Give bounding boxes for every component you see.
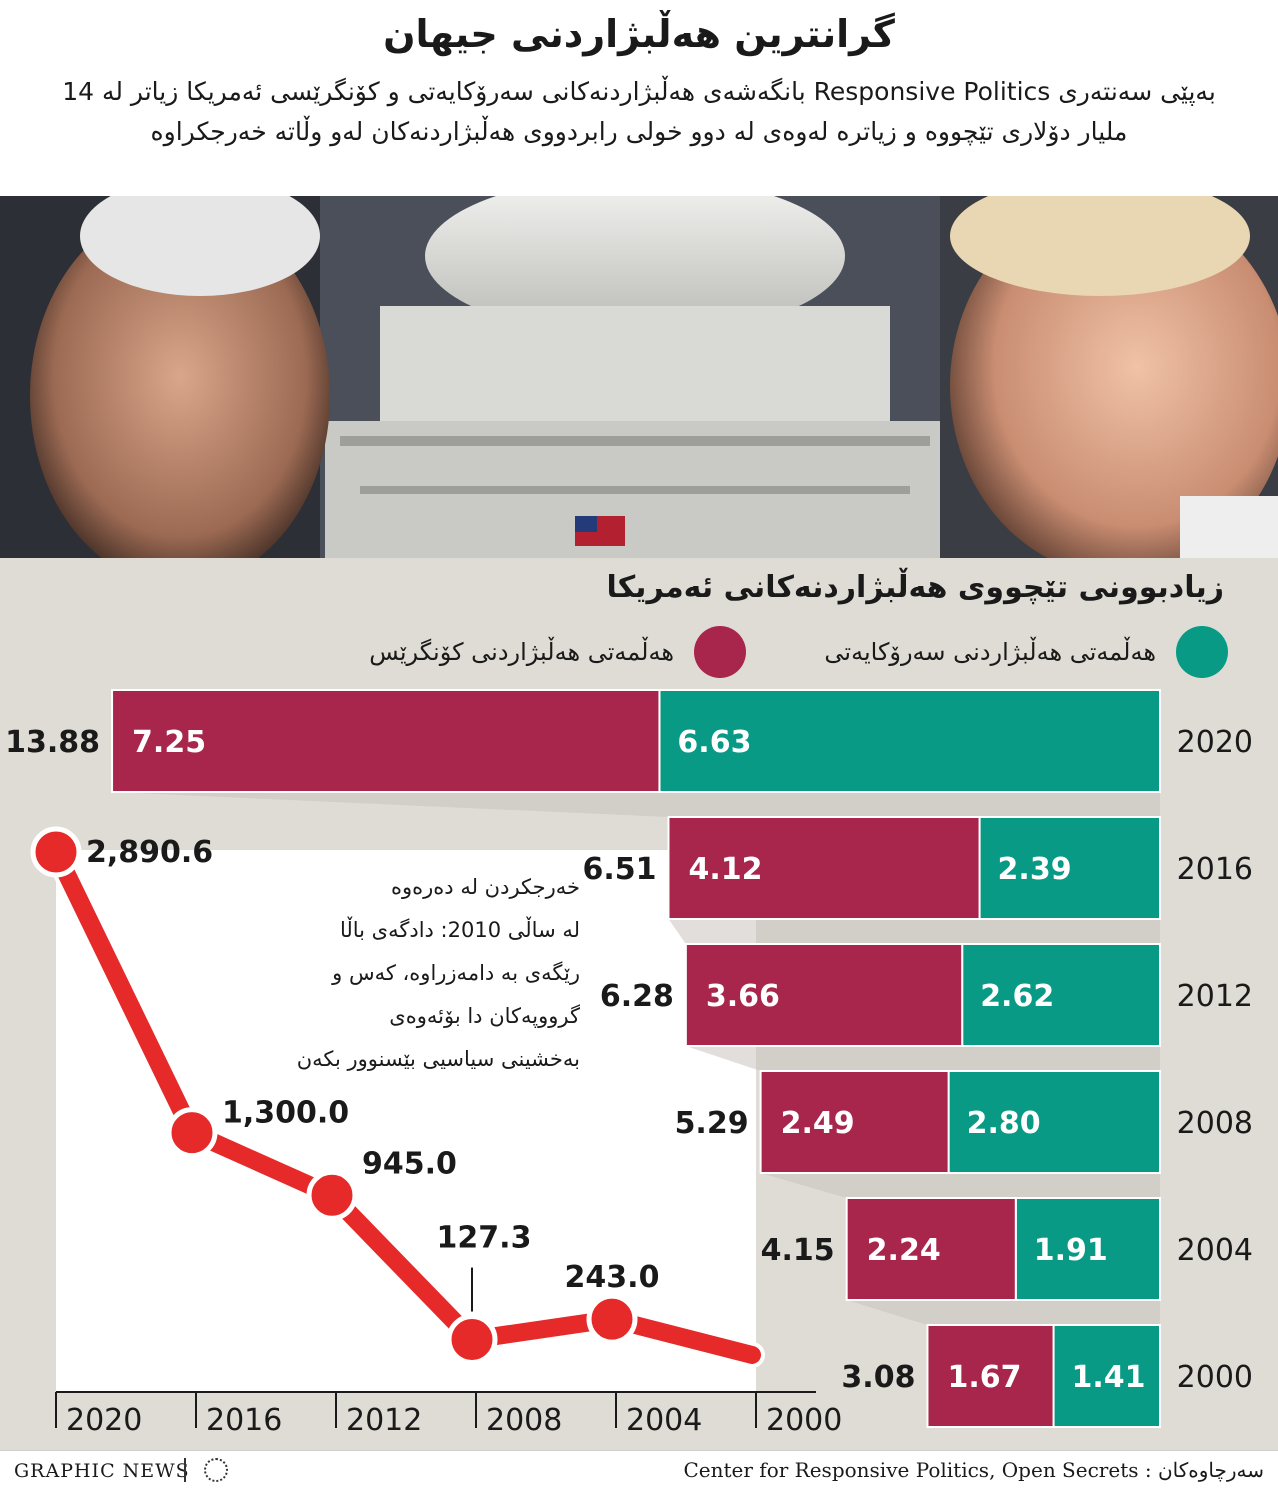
publisher-logo-icon [204,1458,228,1482]
line-x-label-2016: 2016 [206,1403,282,1438]
annotation-line: بەخشینی سیاسیی بێسنوور بکەن [296,1047,580,1071]
annotation-line: لە ساڵی 2010: دادگەی باڵا [339,918,580,942]
legend-congressional-swatch [694,626,746,678]
bar-connector [846,1300,1160,1325]
bar-label-presidential-2008: 2.80 [967,1106,1041,1141]
bar-connector [685,1046,1160,1071]
bar-total-2020: 13.88 [5,725,100,760]
bar-label-congressional-2004: 2.24 [867,1233,941,1268]
left-portrait-image [0,196,330,558]
chart-svg: 6.63 7.25 13.88 2020 2.39 4.12 6.51 2016 2.62 3.6… [5,689,1253,1438]
bar-label-congressional-2000: 1.67 [947,1360,1021,1395]
legend-presidential-swatch [1176,626,1228,678]
bar-label-congressional-2012: 3.66 [706,979,780,1014]
line-point-label-2008: 127.3 [437,1221,532,1256]
bar-label-congressional-2008: 2.49 [781,1106,855,1141]
page-subtitle: بەپێی سەنتەری Responsive Politics بانگەش… [62,77,1216,146]
bar-label-presidential-2020: 6.63 [677,725,751,760]
legend-congressional-label: هەڵمەتی هەڵبژاردنی کۆنگرێس [369,638,674,666]
header [0,0,1278,196]
legend-presidential-label: هەڵمەتی هەڵبژاردنی سەرۆکایەتی [824,638,1156,666]
bar-connector [112,792,1160,817]
bar-presidential-2004 [1014,1197,1161,1301]
hero-photo [0,196,1278,558]
bar-label-presidential-2000: 1.41 [1072,1360,1146,1395]
annotation-line: خەرجکردن لە دەرەوە [391,875,580,899]
line-point-2012 [306,1169,358,1221]
line-point-2016 [166,1107,218,1159]
line-point-label-2004: 243.0 [565,1260,660,1295]
bar-presidential-2020 [658,689,1161,793]
bar-congressional-2020 [111,689,661,793]
bar-category-2008: 2008 [1177,1106,1253,1141]
bar-congressional-2012 [684,943,964,1047]
bar-total-2008: 5.29 [675,1106,749,1141]
bar-total-2004: 4.15 [761,1233,835,1268]
bar-label-presidential-2016: 2.39 [998,852,1072,887]
line-point-label-2012: 945.0 [362,1146,457,1181]
bar-presidential-2008 [947,1070,1161,1174]
bar-connector [760,1173,1160,1198]
bar-category-2012: 2012 [1177,979,1253,1014]
page-title: گرانترین هەڵبژاردنی جیهان [383,12,895,56]
bar-label-congressional-2020: 7.25 [132,725,206,760]
bar-congressional-2008 [759,1070,950,1174]
capitol-dome-image [325,196,945,558]
line-point-2004 [586,1293,638,1345]
bar-category-2000: 2000 [1177,1360,1253,1395]
annotation: خەرجکردن لە دەرەوە لە ساڵی 2010: دادگەی … [280,866,580,1081]
bar-total-2000: 3.08 [841,1360,915,1395]
line-x-label-2000: 2000 [766,1403,842,1438]
line-point-label-2020: 2,890.6 [86,835,213,870]
source-credit: Center for Responsive Politics, Open Sec… [683,1458,1264,1482]
line-x-label-2008: 2008 [486,1403,562,1438]
line-point-2020 [30,826,82,878]
right-portrait-image [940,196,1278,558]
bar-category-2020: 2020 [1177,725,1253,760]
bar-connector [668,919,1160,944]
line-x-label-2020: 2020 [66,1403,142,1438]
bar-total-2016: 6.51 [582,852,656,887]
brand-logo-text: GRAPHIC NEWS [14,1460,190,1482]
footer-divider [184,1458,186,1482]
bar-category-2016: 2016 [1177,852,1253,887]
bar-category-2004: 2004 [1177,1233,1253,1268]
chart-title: زیادبوونی تێچووی هەڵبژاردنەکانی ئەمریکا [606,570,1224,605]
annotation-line: رێگەی بە دامەزراوە، کەس و [332,961,580,985]
bar-presidential-2016 [978,816,1161,920]
bar-congressional-2016 [667,816,981,920]
bar-total-2012: 6.28 [600,979,674,1014]
bar-congressional-2000 [926,1324,1055,1428]
bar-label-presidential-2012: 2.62 [980,979,1054,1014]
line-x-label-2012: 2012 [346,1403,422,1438]
line-point-2008 [446,1314,498,1366]
annotation-line: گرووپەکان دا بۆئەوەی [389,1004,580,1028]
bar-label-congressional-2016: 4.12 [688,852,762,887]
bar-presidential-2000 [1052,1324,1162,1428]
bar-presidential-2012 [961,943,1161,1047]
line-point-label-2016: 1,300.0 [222,1096,349,1131]
line-x-label-2004: 2004 [626,1403,702,1438]
bar-label-presidential-2004: 1.91 [1034,1233,1108,1268]
bar-congressional-2004 [845,1197,1017,1301]
